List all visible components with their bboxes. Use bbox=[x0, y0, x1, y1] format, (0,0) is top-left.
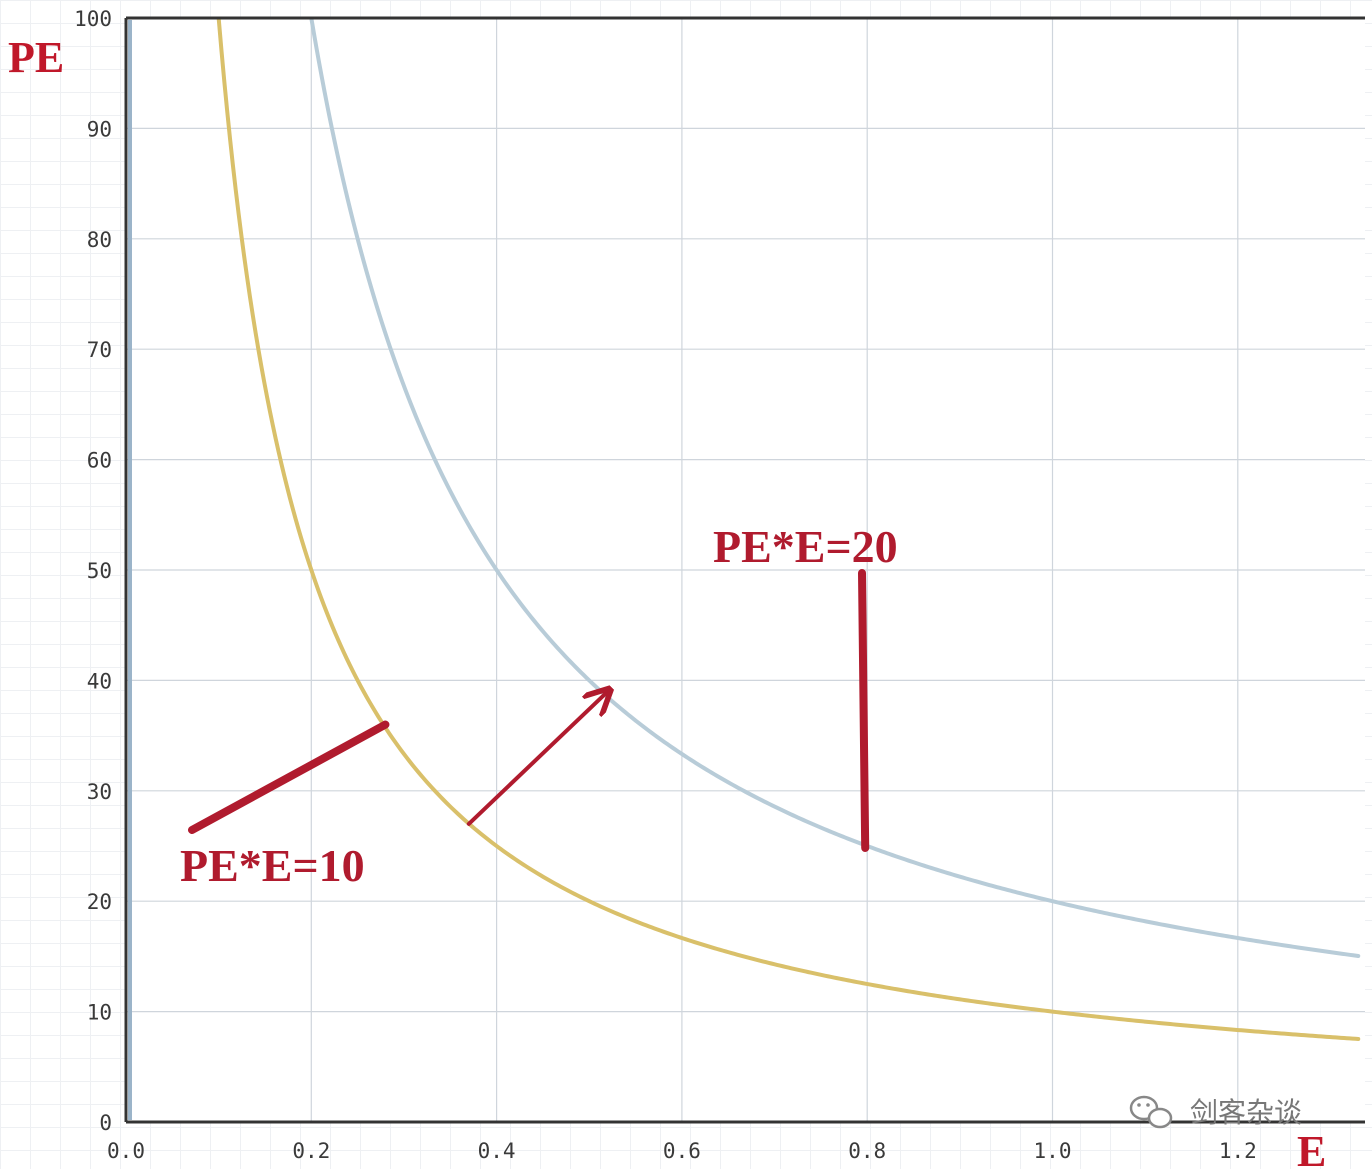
x-tick-label: 0.0 bbox=[107, 1139, 145, 1163]
y-tick-label: 80 bbox=[87, 228, 112, 252]
x-tick-label: 0.8 bbox=[848, 1139, 886, 1163]
y-tick-label: 70 bbox=[87, 338, 112, 362]
x-tick-label: 0.2 bbox=[292, 1139, 330, 1163]
x-tick-label: 0.6 bbox=[663, 1139, 701, 1163]
watermark: 剑客杂谈 bbox=[1129, 1095, 1302, 1129]
tick-labels: 0 10 20 30 40 50 60 70 80 90 100 0.0 0.2 0.4 0.6 0.8 1.0… bbox=[74, 7, 1257, 1163]
y-tick-label: 20 bbox=[87, 890, 112, 914]
y-tick-label: 40 bbox=[87, 669, 112, 693]
y-tick-label: 0 bbox=[99, 1111, 112, 1135]
y-tick-label: 100 bbox=[74, 7, 112, 31]
x-axis-label: E bbox=[1297, 1127, 1326, 1169]
series-layer bbox=[216, 18, 1361, 1041]
y-tick-label: 50 bbox=[87, 559, 112, 583]
x-tick-label: 0.4 bbox=[478, 1139, 516, 1163]
annotation-label-10: PE*E=10 bbox=[180, 840, 365, 891]
y-tick-label: 90 bbox=[87, 117, 112, 141]
watermark-text: 剑客杂谈 bbox=[1190, 1096, 1302, 1129]
annotation-pointer-20 bbox=[858, 569, 870, 852]
shift-arrow bbox=[466, 691, 608, 826]
y-tick-label: 60 bbox=[87, 449, 112, 473]
wechat-icon bbox=[1129, 1095, 1173, 1129]
y-axis-label: PE bbox=[8, 33, 64, 82]
x-tick-label: 1.0 bbox=[1034, 1139, 1072, 1163]
series-line-1 bbox=[216, 18, 1361, 1041]
annotation-label-20: PE*E=20 bbox=[713, 521, 898, 572]
annotation-pointer-10 bbox=[188, 720, 390, 834]
y-tick-label: 10 bbox=[87, 1001, 112, 1025]
series-line-2 bbox=[309, 18, 1361, 958]
annotations: PE*E=10 PE*E=20 bbox=[180, 521, 898, 891]
x-tick-label: 1.2 bbox=[1219, 1139, 1257, 1163]
y-tick-label: 30 bbox=[87, 780, 112, 804]
